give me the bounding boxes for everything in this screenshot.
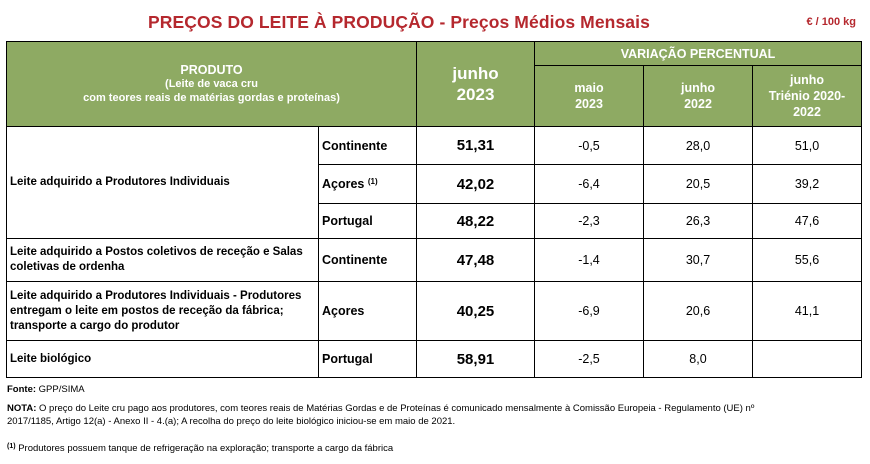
table-row: Leite adquirido a Produtores Individuais…: [6, 281, 863, 341]
table-row: Portugal 48,22 -2,3 26,3 47,6: [7, 203, 863, 239]
header-col-maio-l2: 2023: [575, 97, 603, 112]
var-maio-cell: -2,3: [534, 203, 644, 239]
var-trienio-cell: 41,1: [751, 281, 863, 341]
header-current-month: junho 2023: [416, 41, 535, 127]
title-separator: -: [434, 12, 451, 32]
footnote-line: (1) Produtores possuem tanque de refrige…: [7, 440, 393, 455]
header-year-label: 2023: [456, 85, 495, 104]
footnote-ref: (1): [367, 177, 378, 186]
region-cell: Açores: [318, 281, 417, 341]
title-main: PREÇOS DO LEITE À PRODUÇÃO: [148, 12, 435, 32]
source-text: GPP/SIMA: [38, 384, 85, 395]
var-maio-cell: -6,4: [534, 164, 644, 204]
var-trienio-cell: 51,0: [751, 126, 863, 165]
var-trienio-cell: 47,6: [751, 203, 863, 239]
table-row: Leite biológico Portugal 58,91 -2,5 8,0: [6, 340, 863, 378]
header-produto-line3: com teores reais de matérias gordas e pr…: [83, 92, 340, 104]
header-col-tri-l1: junho: [790, 73, 825, 88]
note-line: NOTA: O preço do Leite cru pago aos prod…: [7, 402, 754, 428]
unit-label: € / 100 kg: [806, 16, 856, 28]
var-jun22-cell: 8,0: [643, 340, 753, 378]
group-label-biologico: Leite biológico: [6, 340, 319, 378]
title-subtitle: Preços Médios Mensais: [450, 12, 650, 32]
var-trienio-cell: 55,6: [751, 238, 863, 282]
page-title: PREÇOS DO LEITE À PRODUÇÃO - Preços Médi…: [148, 12, 650, 33]
table-row: Leite adquirido a Produtores Individuais…: [6, 126, 863, 239]
header-col-maio-l1: maio: [574, 81, 604, 96]
price-cell: 48,22: [416, 203, 535, 239]
region-cell: Continente: [318, 238, 417, 282]
group-label-postos: Leite adquirido a Postos coletivos de re…: [6, 238, 319, 282]
price-table: PRODUTO (Leite de vaca cru com teores re…: [6, 40, 863, 378]
var-jun22-cell: 26,3: [643, 203, 753, 239]
var-jun22-cell: 20,6: [643, 281, 753, 341]
var-jun22-cell: 20,5: [643, 164, 753, 204]
header-col-maio: maio 2023: [534, 65, 644, 127]
header-col-jun22-l2: 2022: [684, 97, 712, 112]
note-text-1: O preço do Leite cru pago aos produtores…: [39, 403, 755, 414]
region-cell: Açores (1): [318, 164, 417, 204]
header-month-label: junho: [452, 64, 499, 83]
table-row: Açores (1) 42,02 -6,4 20,5 39,2: [7, 164, 863, 204]
footnote-text: Produtores possuem tanque de refrigeraçã…: [18, 443, 394, 454]
note-text-2: 2017/1185, Artigo 12(a) - Anexo II - 4.(…: [7, 416, 456, 427]
var-maio-cell: -1,4: [534, 238, 644, 282]
table-row: Leite adquirido a Postos coletivos de re…: [6, 238, 863, 282]
group-label-fabrica: Leite adquirido a Produtores Individuais…: [6, 281, 319, 341]
var-jun22-cell: 28,0: [643, 126, 753, 165]
note-label: NOTA:: [7, 403, 37, 414]
region-cell: Portugal: [318, 340, 417, 378]
header-col-tri-l3: 2022: [793, 105, 821, 120]
region-cell: Continente: [318, 126, 417, 165]
header-produto: PRODUTO (Leite de vaca cru com teores re…: [6, 41, 417, 127]
header-col-trienio: junho Triénio 2020- 2022: [751, 65, 863, 127]
region-cell: Portugal: [318, 203, 417, 239]
footnote-mark: (1): [7, 443, 16, 450]
source-label: Fonte:: [7, 384, 37, 395]
price-cell: 42,02: [416, 164, 535, 204]
var-trienio-cell: [751, 340, 863, 378]
header-produto-line2: (Leite de vaca cru: [165, 78, 258, 90]
price-cell: 58,91: [416, 340, 535, 378]
region-label: Açores: [322, 177, 365, 191]
header-produto-title: PRODUTO: [180, 63, 243, 77]
price-cell: 40,25: [416, 281, 535, 341]
price-cell: 51,31: [416, 126, 535, 165]
header-col-jun22: junho 2022: [643, 65, 753, 127]
header-variacao: VARIAÇÃO PERCENTUAL: [533, 40, 863, 67]
header-col-jun22-l1: junho: [680, 81, 715, 96]
group-label-individuais: Leite adquirido a Produtores Individuais: [6, 126, 319, 239]
var-jun22-cell: 30,7: [643, 238, 753, 282]
var-maio-cell: -2,5: [534, 340, 644, 378]
source-line: Fonte: GPP/SIMA: [7, 383, 85, 396]
var-maio-cell: -0,5: [534, 126, 644, 165]
price-cell: 47,48: [416, 238, 535, 282]
var-trienio-cell: 39,2: [751, 164, 863, 204]
var-maio-cell: -6,9: [534, 281, 644, 341]
header-col-tri-l2: Triénio 2020-: [768, 89, 846, 104]
